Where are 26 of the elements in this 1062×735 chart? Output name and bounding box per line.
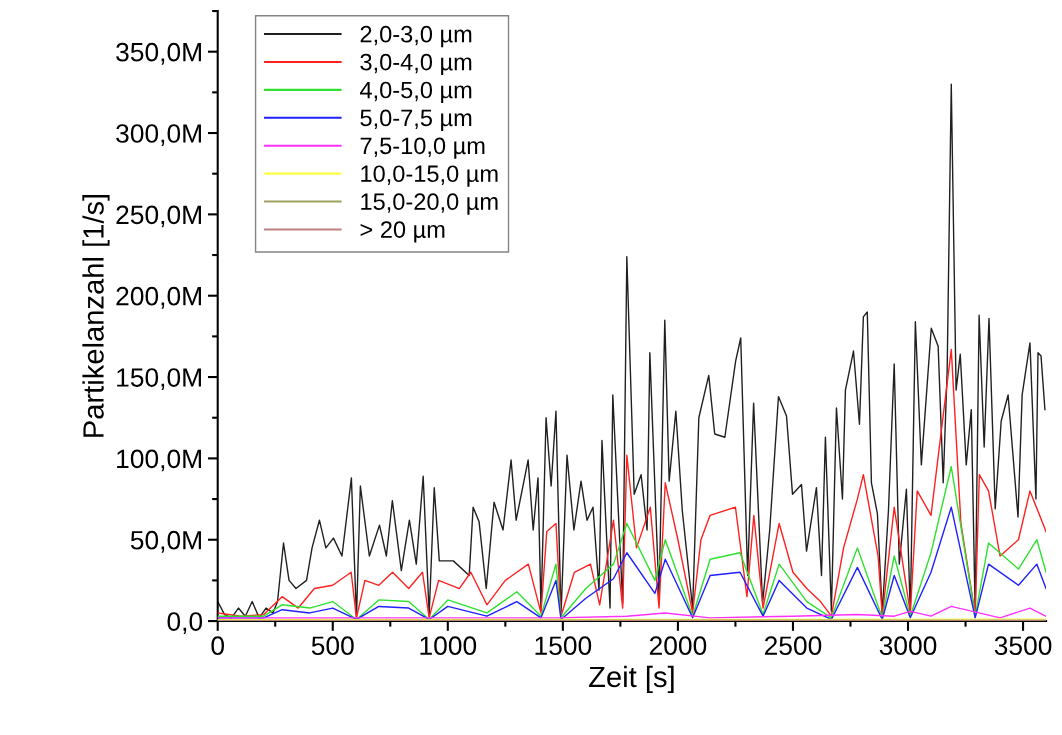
x-tick-label: 2000 [649, 636, 707, 656]
legend-label: 2,0-3,0 µm [360, 25, 472, 48]
x-tick-label: 3000 [879, 636, 937, 656]
y-tick-label: 50,0M [130, 530, 201, 553]
legend-label: 15,0-20,0 µm [361, 193, 498, 215]
y-tick-label: 300,0M [116, 124, 201, 146]
y-tick-label: 250,0M [116, 205, 201, 228]
y-tick-label: 150,0M [117, 368, 201, 390]
legend-label: 5,0-7,5 µm [360, 109, 472, 131]
x-tick-label: 3500 [994, 636, 1052, 656]
y-tick-label: 100,0M [117, 449, 201, 472]
x-tick-label: 1500 [535, 636, 592, 656]
y-axis-title: Partikelanzahl [1/s] [82, 194, 110, 437]
legend-label: 10,0-15,0 µm [361, 165, 498, 187]
legend-label: 7,5-10,0 µm [360, 137, 485, 159]
x-axis-title: Zeit [s] [589, 665, 674, 693]
y-tick-label: 200,0M [116, 286, 201, 309]
x-tick-label: 500 [311, 636, 354, 656]
legend-label: 4,0-5,0 µm [360, 81, 472, 104]
x-tick-label: 0 [211, 636, 225, 656]
y-tick-label: 350,0M [116, 42, 201, 65]
x-tick-label: 1000 [420, 636, 477, 656]
legend-label: 3,0-4,0 µm [360, 53, 472, 76]
legend-label: > 20 µm [360, 221, 445, 243]
y-tick-label: 0,0 [167, 612, 203, 635]
x-tick-label: 2500 [764, 636, 822, 656]
